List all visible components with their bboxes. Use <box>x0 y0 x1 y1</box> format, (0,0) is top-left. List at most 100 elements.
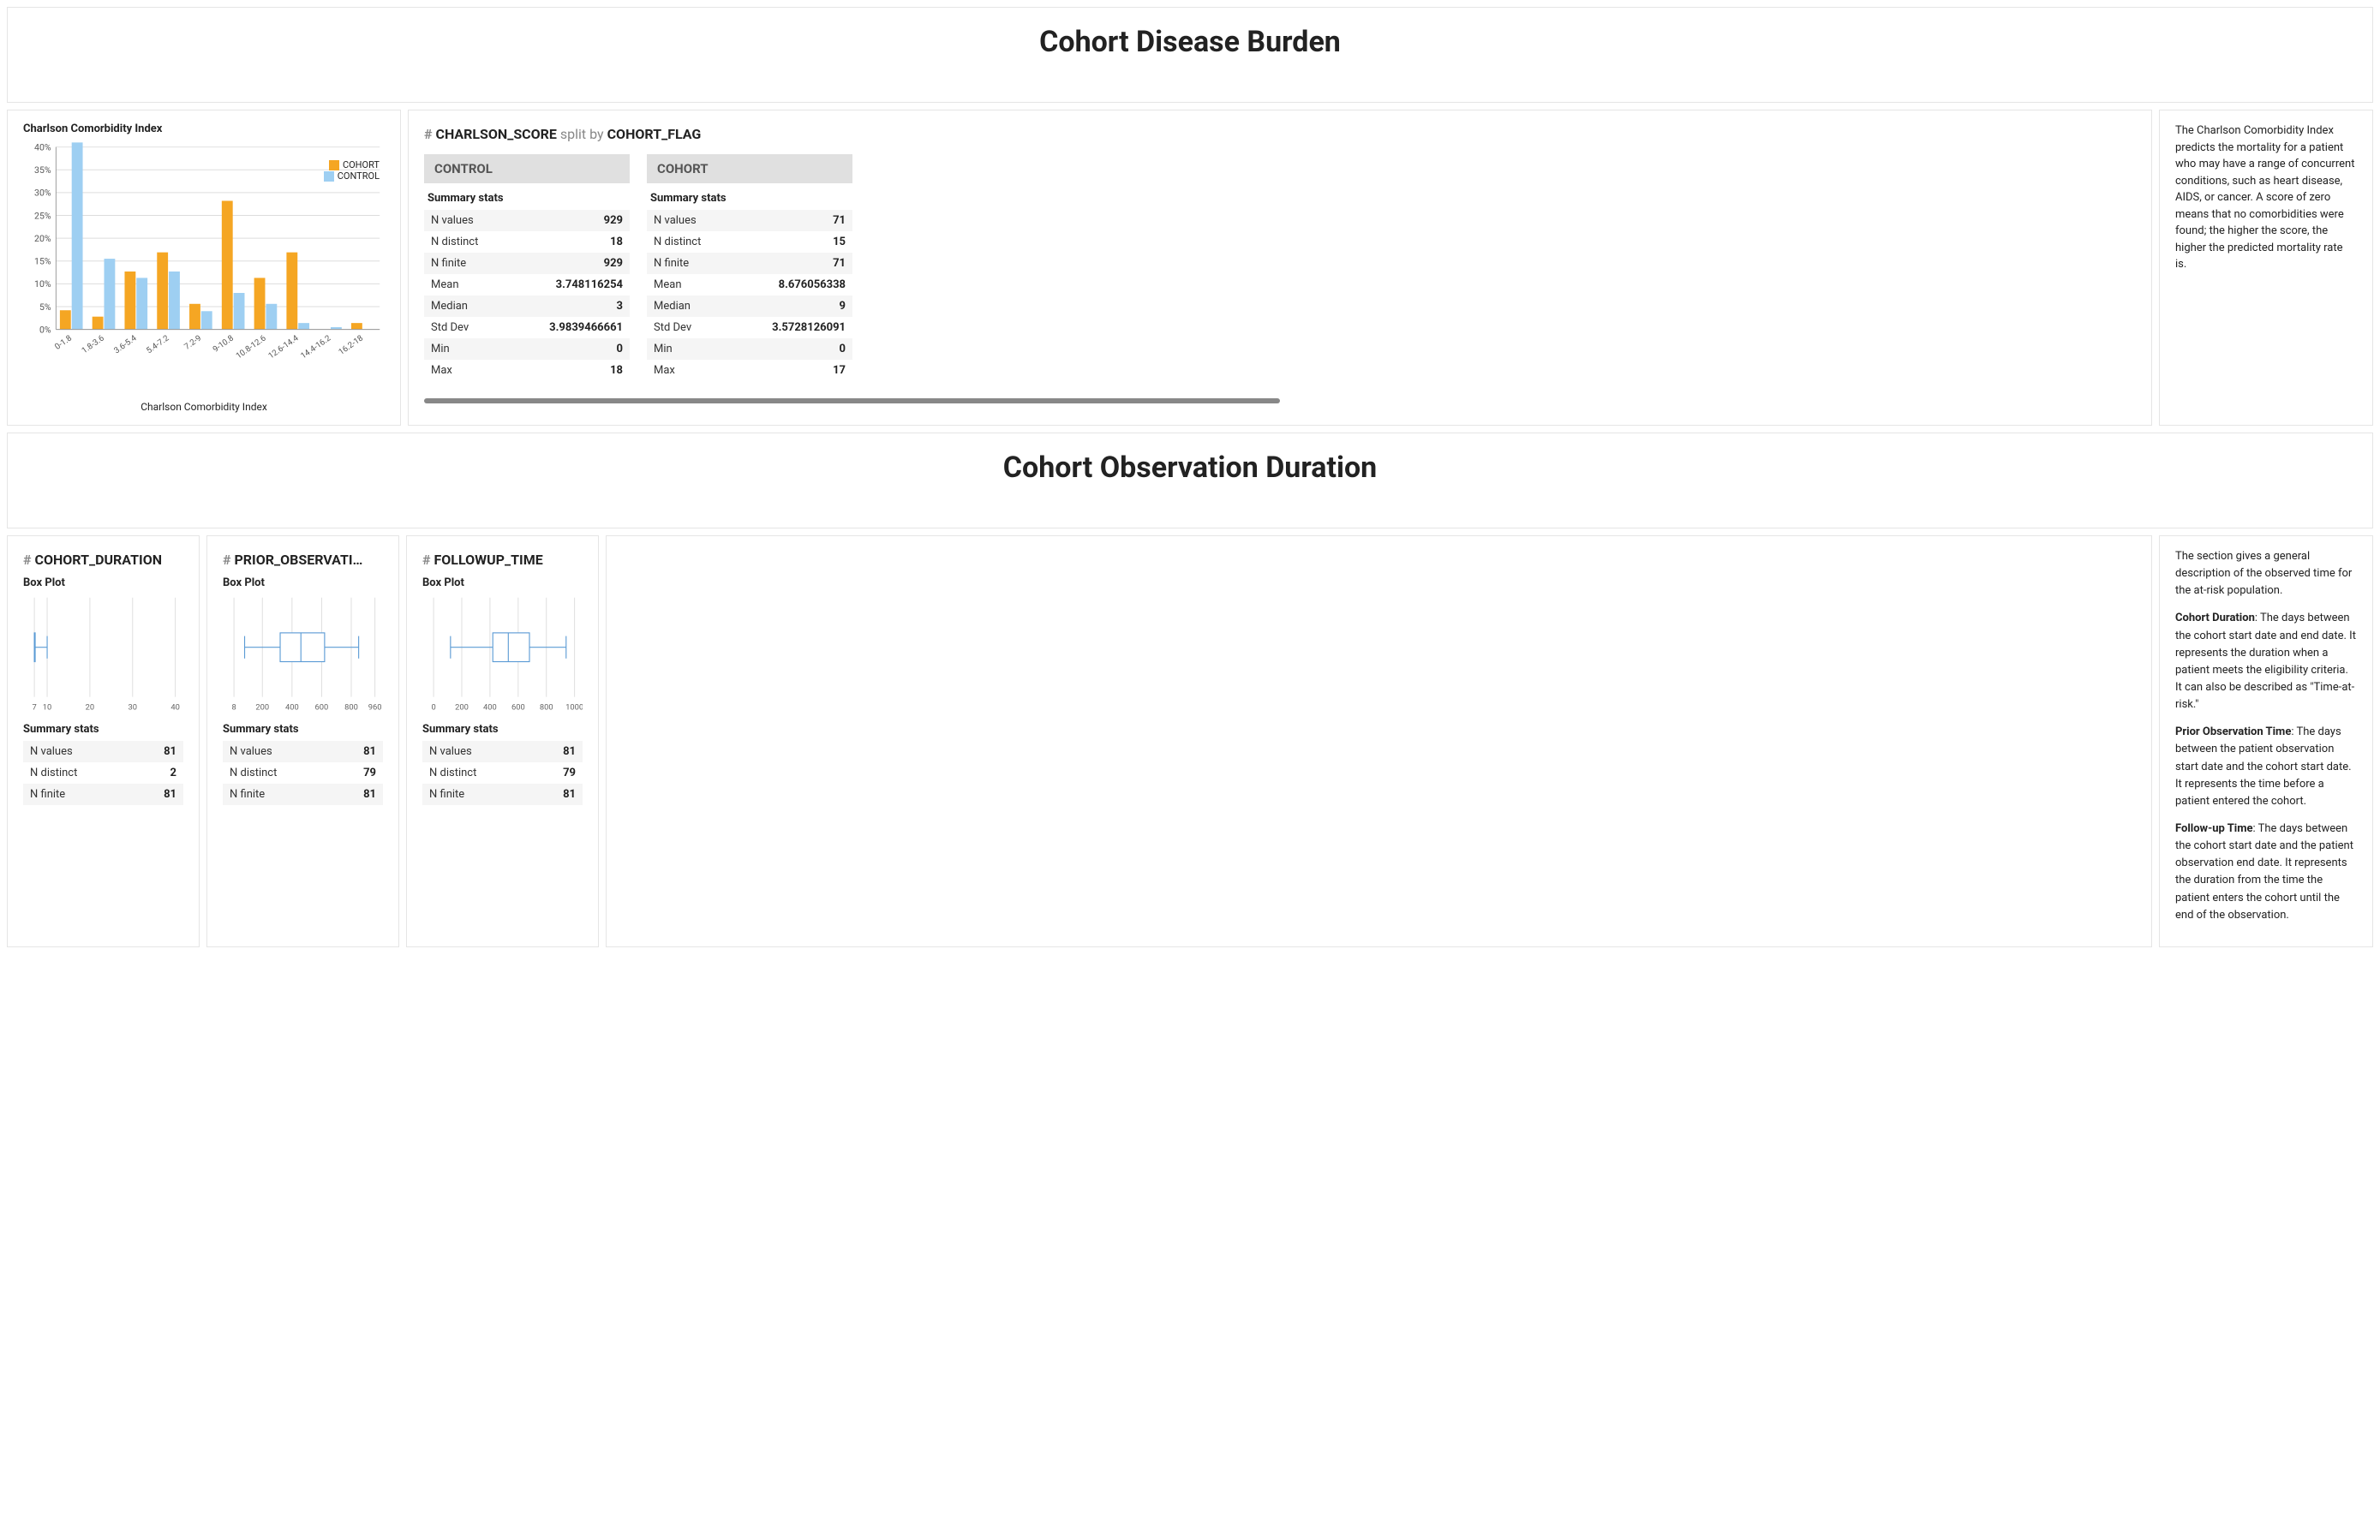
boxplot-label: Box Plot <box>23 576 183 589</box>
charlson-description-text: The Charlson Comorbidity Index predicts … <box>2175 124 2354 271</box>
stat-label: N values <box>30 745 73 758</box>
stat-value: 71 <box>833 257 846 270</box>
svg-text:800: 800 <box>540 703 553 713</box>
stat-label: N finite <box>429 788 464 801</box>
stat-row: N distinct79 <box>422 762 583 784</box>
chart-title: Charlson Comorbidity Index <box>23 122 385 135</box>
stat-value: 3.9839466661 <box>549 321 623 334</box>
summary-stats-label: Summary stats <box>23 723 183 736</box>
stat-row: Median9 <box>647 295 852 317</box>
boxplot-panel: # PRIOR_OBSERVATI…Box Plot82004006008009… <box>206 535 399 947</box>
charlson-description-panel: The Charlson Comorbidity Index predicts … <box>2159 110 2373 426</box>
stat-label: N distinct <box>654 236 701 248</box>
stat-row: Median3 <box>424 295 630 317</box>
stat-row: N distinct 79 <box>223 762 383 784</box>
stat-row: N finite81 <box>223 784 383 805</box>
stat-value: 81 <box>164 745 176 758</box>
stat-row: Std Dev3.5728126091 <box>647 317 852 338</box>
svg-text:15%: 15% <box>34 256 51 267</box>
chart-legend: COHORTCONTROL <box>324 159 380 182</box>
stat-label: Mean <box>431 278 459 291</box>
stat-row: Max 18 <box>424 360 630 381</box>
stat-label: N finite <box>30 788 65 801</box>
stat-label: Max <box>431 364 452 377</box>
stat-label: N distinct <box>431 236 478 248</box>
stat-label: Mean <box>654 278 682 291</box>
svg-text:20: 20 <box>86 703 95 713</box>
svg-text:600: 600 <box>315 703 329 713</box>
svg-text:600: 600 <box>511 703 525 713</box>
stat-row: N values 71 <box>647 210 852 231</box>
stat-row: Mean8.676056338 <box>647 274 852 295</box>
split-by-field: COHORT_FLAG <box>607 126 702 142</box>
horizontal-scrollbar[interactable] <box>424 398 1280 403</box>
svg-text:5.4-7.2: 5.4-7.2 <box>145 333 171 355</box>
svg-text:40: 40 <box>170 703 180 713</box>
observation-duration-row: # COHORT_DURATIONBox Plot710203040Summar… <box>7 535 2373 947</box>
stat-row: N finite81 <box>422 784 583 805</box>
stat-value: 81 <box>363 788 376 801</box>
stat-row: Std Dev3.9839466661 <box>424 317 630 338</box>
stat-value: 0 <box>617 343 623 355</box>
duration-description-intro: The section gives a general description … <box>2175 548 2357 600</box>
svg-text:1000: 1000 <box>565 703 583 713</box>
stat-value: 81 <box>363 745 376 758</box>
stat-value: 18 <box>610 236 623 248</box>
svg-text:20%: 20% <box>34 233 51 244</box>
hash-icon: # <box>424 126 432 142</box>
summary-stats-label: Summary stats <box>647 183 852 210</box>
stat-label: N finite <box>654 257 689 270</box>
stat-label: Median <box>654 300 691 313</box>
stat-label: N values <box>654 214 697 227</box>
stat-row: N finite 81 <box>23 784 183 805</box>
stat-label: Median <box>431 300 468 313</box>
boxplot-chart: 710203040 <box>23 594 183 714</box>
hash-icon: # <box>422 552 430 568</box>
hash-icon: # <box>23 552 31 568</box>
section-title-text: Cohort Observation Duration <box>8 451 2372 485</box>
stat-label: N values <box>230 745 272 758</box>
section-title-observation-duration: Cohort Observation Duration <box>7 433 2373 528</box>
svg-text:8: 8 <box>231 703 236 713</box>
boxplot-chart: 8200400600800960 <box>223 594 383 714</box>
description-term: Follow-up Time <box>2175 822 2253 835</box>
stat-value: 81 <box>563 745 576 758</box>
stat-value: 18 <box>610 364 623 377</box>
svg-text:40%: 40% <box>34 142 51 153</box>
description-text: : The days between the cohort start date… <box>2175 612 2356 711</box>
boxplot-label: Box Plot <box>223 576 383 589</box>
svg-text:25%: 25% <box>34 210 51 221</box>
stat-row: N values 929 <box>424 210 630 231</box>
description-item: Cohort Duration: The days between the co… <box>2175 610 2357 713</box>
stat-label: Std Dev <box>654 321 691 334</box>
boxplot-title: # PRIOR_OBSERVATI… <box>223 552 383 568</box>
boxplot-panel: # FOLLOWUP_TIMEBox Plot02004006008001000… <box>406 535 599 947</box>
svg-text:16.2-18: 16.2-18 <box>337 334 365 357</box>
stat-label: Min <box>431 343 450 355</box>
description-text: : The days between the cohort start date… <box>2175 822 2353 922</box>
boxplot-panel: # COHORT_DURATIONBox Plot710203040Summar… <box>7 535 200 947</box>
stat-value: 81 <box>164 788 176 801</box>
stat-value: 17 <box>833 364 846 377</box>
stat-value: 79 <box>363 767 376 779</box>
stat-label: Min <box>654 343 673 355</box>
boxplot-title: # FOLLOWUP_TIME <box>422 552 583 568</box>
svg-text:1.8-3.6: 1.8-3.6 <box>81 334 106 356</box>
stat-label: N finite <box>431 257 466 270</box>
charlson-split-panel: # CHARLSON_SCORE split by COHORT_FLAG CO… <box>408 110 2152 426</box>
stat-row: N values81 <box>422 741 583 762</box>
svg-text:7: 7 <box>32 703 36 713</box>
description-item: Prior Observation Time: The days between… <box>2175 724 2357 810</box>
svg-text:800: 800 <box>344 703 358 713</box>
stat-label: N values <box>431 214 474 227</box>
stat-label: N distinct <box>230 767 277 779</box>
hash-icon: # <box>223 552 230 568</box>
stats-column: COHORTSummary statsN values71N distinct1… <box>647 154 852 381</box>
stat-value: 71 <box>833 214 846 227</box>
empty-panel <box>606 535 2152 947</box>
description-item: Follow-up Time: The days between the coh… <box>2175 821 2357 924</box>
stat-value: 929 <box>604 214 623 227</box>
charlson-chart-panel: Charlson Comorbidity Index COHORTCONTROL… <box>7 110 401 426</box>
svg-text:0: 0 <box>431 703 435 713</box>
stats-column: CONTROLSummary statsN values929N distinc… <box>424 154 630 381</box>
